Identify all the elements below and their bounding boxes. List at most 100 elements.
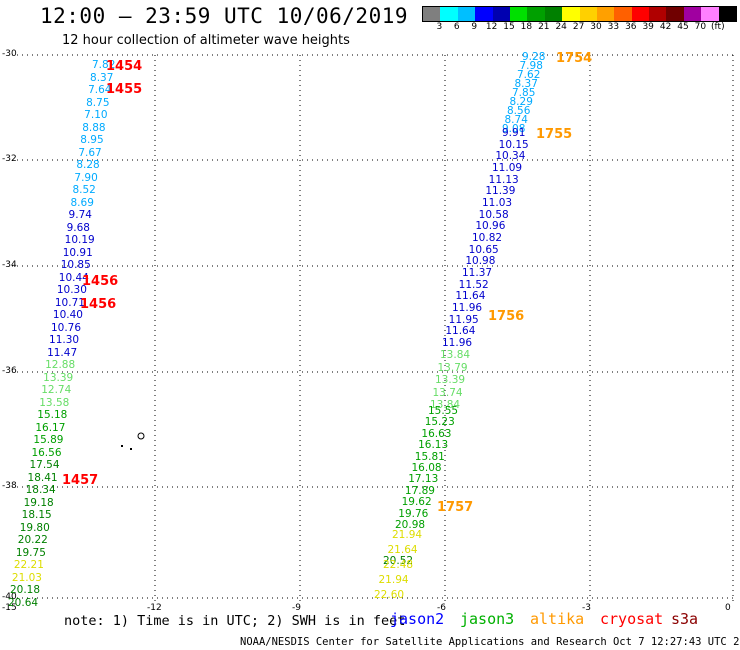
legend-label: 15 <box>503 22 515 32</box>
swh-value-label: 11.64 <box>445 325 476 338</box>
swh-value-label: 10.65 <box>468 243 499 256</box>
legend-swatch <box>423 7 441 21</box>
island-shapes <box>121 432 145 450</box>
y-tick-label: -30 <box>2 49 17 59</box>
swh-value-label: 17.54 <box>29 459 60 472</box>
swh-value-label: 22.21 <box>13 559 44 572</box>
swh-value-label: 20.18 <box>9 584 41 597</box>
page-subtitle: 12 hour collection of altimeter wave hei… <box>62 33 350 48</box>
swh-value-label: 20.52 <box>383 555 414 567</box>
swh-value-label: 9.74 <box>68 209 92 222</box>
swh-value-label: 11.95 <box>448 313 479 326</box>
y-tick-label: -40 <box>2 592 17 602</box>
swh-value-label: 13.84 <box>430 399 461 411</box>
pass-time-label: 1456 <box>80 297 117 312</box>
swh-value-label: 10.71 <box>54 296 85 309</box>
swh-value-label: 8.28 <box>76 159 100 172</box>
swh-value-label: 9.28 <box>522 51 546 63</box>
legend-label: 33 <box>607 22 620 32</box>
y-tick-label: -32 <box>2 154 17 164</box>
swh-value-label: 15.89 <box>33 434 64 447</box>
legend-label: 24 <box>555 22 567 32</box>
legend-label: 12 <box>485 22 498 32</box>
swh-value-label: 11.09 <box>492 162 523 174</box>
swh-value-label: 8.29 <box>509 96 533 108</box>
legend-label: 36 <box>625 22 637 32</box>
swh-value-label: 15.18 <box>37 409 68 422</box>
swh-value-label: 7.62 <box>517 69 541 81</box>
swh-value-label: 7.10 <box>84 109 108 122</box>
legend-swatch <box>631 7 650 21</box>
legend-swatch <box>683 7 702 21</box>
swh-value-label: 20.98 <box>395 519 426 531</box>
legend-label: 3 <box>436 22 443 32</box>
swh-value-label: 13.74 <box>432 386 463 399</box>
x-tick-label: -15 <box>2 603 17 613</box>
pass-time-label: 1757 <box>437 500 474 515</box>
color-legend-labels: 3 6 9 12 15 18 21 24 27 30 33 36 39 42 45 70 (ft) <box>422 22 740 36</box>
swh-value-label: 10.40 <box>52 309 83 322</box>
swh-value-label: 12.88 <box>45 359 76 372</box>
swh-value-label: 7.85 <box>512 87 536 99</box>
swh-value-label: 9.91 <box>502 127 526 139</box>
swh-value-label: 18.34 <box>25 484 56 497</box>
swh-value-label: 8.52 <box>72 184 96 197</box>
legend-label: 21 <box>538 22 550 32</box>
swh-value-label: 9.68 <box>66 221 90 234</box>
swh-value-label: 17.13 <box>408 473 439 486</box>
swh-value-label: 7.98 <box>519 60 543 72</box>
swh-value-label: 10.34 <box>495 150 526 163</box>
y-tick-label: -38 <box>2 481 17 491</box>
swh-value-label: 15.55 <box>428 405 459 417</box>
legend-swatch <box>579 7 597 21</box>
swh-value-label: 7.82 <box>92 59 116 71</box>
x-tick-label: -3 <box>582 603 591 613</box>
swh-value-label: 13.39 <box>43 371 74 384</box>
legend-label: 70 <box>694 22 707 32</box>
swh-value-label: 19.18 <box>23 496 54 509</box>
pass-time-label: 1754 <box>556 51 593 66</box>
swh-value-label: 21.94 <box>392 529 423 541</box>
legend-label: 39 <box>642 22 654 32</box>
legend-swatch <box>649 7 667 21</box>
swh-value-label: 21.03 <box>11 571 42 584</box>
legend-swatch <box>527 7 545 21</box>
swh-value-label: 8.56 <box>507 105 531 117</box>
swh-value-label: 10.19 <box>64 234 95 247</box>
swh-value-label: 8.37 <box>514 78 538 90</box>
swh-value-label: 16.56 <box>31 446 62 459</box>
legend-swatch <box>457 7 476 21</box>
swh-value-label: 16.17 <box>35 421 66 434</box>
swh-value-label: 7.64 <box>88 84 112 97</box>
legend-swatch <box>492 7 510 21</box>
legend-swatch <box>509 7 528 21</box>
swh-value-label: 16.08 <box>411 462 442 474</box>
x-tick-label: -12 <box>147 603 162 613</box>
swh-value-label: 10.30 <box>56 284 87 297</box>
legend-swatch <box>718 7 737 21</box>
swh-value-label: 10.58 <box>478 208 509 221</box>
pass-time-label: 1456 <box>82 274 119 289</box>
swh-value-label: 22.60 <box>374 589 405 601</box>
swh-value-label: 18.15 <box>21 509 52 522</box>
swh-value-label: 11.37 <box>462 267 493 279</box>
legend-swatch <box>544 7 563 21</box>
legend-swatch <box>475 7 493 21</box>
swh-value-label: 20.22 <box>17 534 48 547</box>
swh-value-label: 10.15 <box>498 138 529 151</box>
swh-value-label: 11.96 <box>442 337 473 349</box>
swh-value-label: 21.64 <box>387 544 418 556</box>
legend-swatch <box>440 7 458 21</box>
swh-value-label: 10.85 <box>60 259 91 272</box>
satellite-label: cryosat <box>600 610 664 628</box>
x-tick-label: -6 <box>437 603 446 613</box>
swh-value-label: 16.63 <box>421 427 452 440</box>
satellite-label: altika <box>530 610 585 628</box>
swh-value-label: 18.41 <box>27 471 58 484</box>
swh-value-label: 11.47 <box>47 346 78 359</box>
legend-swatch <box>596 7 615 21</box>
swh-value-label: 13.79 <box>437 361 468 374</box>
swh-value-label: 10.91 <box>62 246 93 259</box>
